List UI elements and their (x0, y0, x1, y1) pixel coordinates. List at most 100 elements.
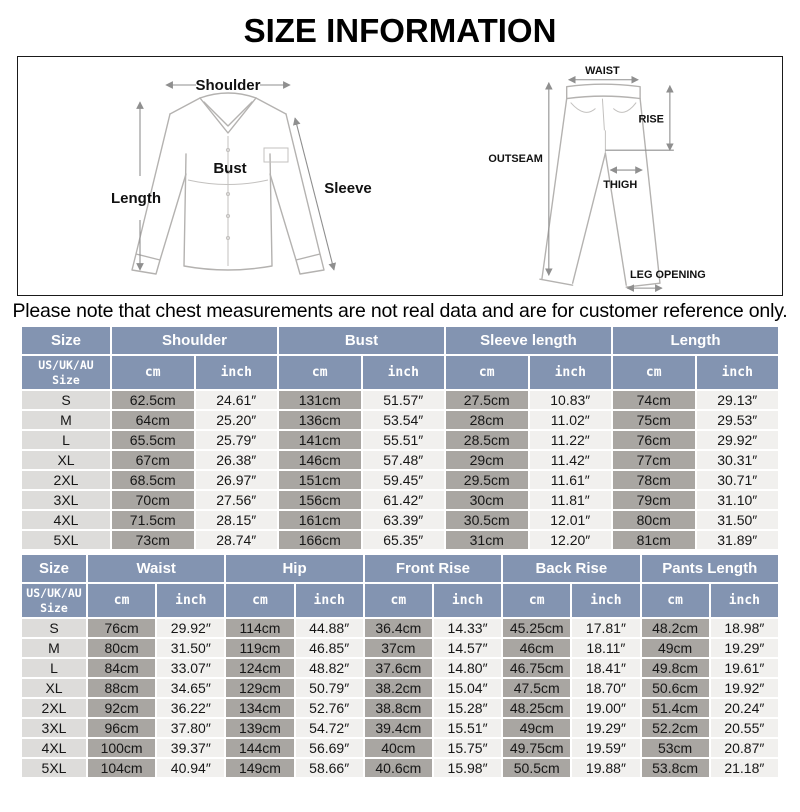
cm-value-cell: 52.2cm (641, 719, 709, 737)
unit-header: inch (362, 356, 444, 389)
cm-value-cell: 79cm (613, 491, 695, 509)
cm-value-cell: 53cm (641, 739, 709, 757)
inch-value-cell: 17.81″ (572, 619, 640, 637)
size-cell: S (22, 391, 110, 409)
tops-size-table-body: S 62.5cm 24.61″ 131cm 51.57″ 27.5cm 10.83″ 74cm… (22, 391, 778, 549)
unit-header: inch (696, 356, 778, 389)
shirt-left-sleeve (131, 113, 187, 275)
unit-header: cm (503, 584, 571, 617)
tops-size-table-header: Size Shoulder Bust Sleeve length Length US/UK… (22, 327, 778, 389)
cm-value-cell: 80cm (88, 639, 156, 657)
cm-value-cell: 124cm (226, 659, 294, 677)
tops-size-table: Size Shoulder Bust Sleeve length Length US/UK… (20, 325, 780, 551)
cm-value-cell: 70cm (112, 491, 194, 509)
measurement-group-header: Waist (88, 555, 225, 582)
cm-value-cell: 104cm (88, 759, 156, 777)
inch-value-cell: 14.80″ (433, 659, 502, 677)
inch-value-cell: 30.71″ (696, 471, 778, 489)
size-cell: 4XL (22, 739, 86, 757)
cm-value-cell: 47.5cm (503, 679, 571, 697)
inch-value-cell: 55.51″ (362, 431, 444, 449)
pants-waistband (565, 83, 641, 100)
measurement-group-header: Sleeve length (446, 327, 611, 354)
size-cell: M (22, 411, 110, 429)
size-cell: M (22, 639, 86, 657)
inch-value-cell: 27.56″ (195, 491, 277, 509)
inch-value-cell: 10.83″ (529, 391, 611, 409)
inch-value-cell: 50.79″ (295, 679, 363, 697)
cm-value-cell: 81cm (613, 531, 695, 549)
cm-value-cell: 29cm (446, 451, 528, 469)
pants-row-L: L 84cm 33.07″ 124cm 48.82″ 37.6cm 14.80″ 46.75c… (22, 659, 778, 677)
measurement-group-header: Bust (279, 327, 444, 354)
cm-value-cell: 30.5cm (446, 511, 528, 529)
measurement-diagram-box: Shoulder Length Bust Sleeve WAIST (17, 56, 783, 296)
unit-header: cm (88, 584, 156, 617)
inch-value-cell: 30.31″ (696, 451, 778, 469)
size-cell: 3XL (22, 491, 110, 509)
inch-value-cell: 59.45″ (362, 471, 444, 489)
pants-row-3XL: 3XL 96cm 37.80″ 139cm 54.72″ 39.4cm 15.51″ 49cm… (22, 719, 778, 737)
cm-value-cell: 96cm (88, 719, 156, 737)
cm-value-cell: 144cm (226, 739, 294, 757)
inch-value-cell: 20.87″ (710, 739, 778, 757)
cm-value-cell: 64cm (112, 411, 194, 429)
inch-value-cell: 51.57″ (362, 391, 444, 409)
pants-left-leg (539, 97, 607, 286)
shirt-right-sleeve (269, 113, 325, 275)
cm-value-cell: 48.2cm (641, 619, 709, 637)
inch-value-cell: 11.22″ (529, 431, 611, 449)
size-cell: 2XL (22, 471, 110, 489)
cm-value-cell: 46cm (503, 639, 571, 657)
cm-value-cell: 49.75cm (503, 739, 571, 757)
shirt-bust-line (187, 179, 269, 185)
cm-value-cell: 45.25cm (503, 619, 571, 637)
inch-value-cell: 11.81″ (529, 491, 611, 509)
shirt-shoulders (169, 97, 287, 115)
inch-value-cell: 15.75″ (433, 739, 502, 757)
inch-value-cell: 31.10″ (696, 491, 778, 509)
inch-value-cell: 15.98″ (433, 759, 502, 777)
cm-value-cell: 76cm (613, 431, 695, 449)
cm-value-cell: 119cm (226, 639, 294, 657)
size-cell: S (22, 619, 86, 637)
inch-value-cell: 12.20″ (529, 531, 611, 549)
cm-value-cell: 84cm (88, 659, 156, 677)
inch-value-cell: 48.82″ (295, 659, 363, 677)
cm-value-cell: 28cm (446, 411, 528, 429)
inch-value-cell: 53.54″ (362, 411, 444, 429)
cm-value-cell: 62.5cm (112, 391, 194, 409)
inch-value-cell: 26.38″ (195, 451, 277, 469)
cm-value-cell: 37cm (364, 639, 432, 657)
thigh-label: THIGH (603, 179, 637, 191)
size-cell: 3XL (22, 719, 86, 737)
pants-row-4XL: 4XL 100cm 39.37″ 144cm 56.69″ 40cm 15.75″ 49.75… (22, 739, 778, 757)
size-cell: 5XL (22, 531, 110, 549)
cm-value-cell: 67cm (112, 451, 194, 469)
cm-value-cell: 38.2cm (364, 679, 432, 697)
unit-header: inch (295, 584, 363, 617)
measurement-group-header: Hip (226, 555, 363, 582)
cm-value-cell: 37.6cm (364, 659, 432, 677)
inch-value-cell: 58.66″ (295, 759, 363, 777)
inch-value-cell: 28.15″ (195, 511, 277, 529)
cm-value-cell: 156cm (279, 491, 361, 509)
tops-row-3XL: 3XL 70cm 27.56″ 156cm 61.42″ 30cm 11.81″ 79cm 31… (22, 491, 778, 509)
unit-header: inch (157, 584, 225, 617)
inch-value-cell: 29.53″ (696, 411, 778, 429)
measurement-group-header: Length (613, 327, 778, 354)
tops-row-L: L 65.5cm 25.79″ 141cm 55.51″ 28.5cm 11.22″ 76cm… (22, 431, 778, 449)
cm-value-cell: 50.5cm (503, 759, 571, 777)
pants-pockets (570, 102, 637, 113)
cm-value-cell: 149cm (226, 759, 294, 777)
tops-row-2XL: 2XL 68.5cm 26.97″ 151cm 59.45″ 29.5cm 11.61″ 78… (22, 471, 778, 489)
inch-value-cell: 44.88″ (295, 619, 363, 637)
inch-value-cell: 31.50″ (696, 511, 778, 529)
unit-header: inch (529, 356, 611, 389)
size-column-header: Size (22, 555, 86, 582)
pants-row-S: S 76cm 29.92″ 114cm 44.88″ 36.4cm 14.33″ 45.25c… (22, 619, 778, 637)
cm-value-cell: 51.4cm (641, 699, 709, 717)
unit-header: inch (433, 584, 502, 617)
cm-value-cell: 100cm (88, 739, 156, 757)
cm-value-cell: 77cm (613, 451, 695, 469)
